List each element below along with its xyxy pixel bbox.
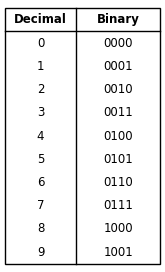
Text: 1: 1 xyxy=(37,60,44,73)
Text: 0111: 0111 xyxy=(103,199,133,212)
Text: 0001: 0001 xyxy=(103,60,133,73)
Text: 4: 4 xyxy=(37,129,44,143)
Text: 0100: 0100 xyxy=(103,129,133,143)
Text: 0011: 0011 xyxy=(103,106,133,119)
Text: 2: 2 xyxy=(37,83,44,96)
Text: Decimal: Decimal xyxy=(14,13,67,26)
Text: 6: 6 xyxy=(37,176,44,189)
Text: 0010: 0010 xyxy=(103,83,133,96)
Text: 9: 9 xyxy=(37,246,44,259)
Text: 1001: 1001 xyxy=(103,246,133,259)
Text: Binary: Binary xyxy=(97,13,140,26)
Text: 5: 5 xyxy=(37,153,44,166)
Text: 7: 7 xyxy=(37,199,44,212)
Text: 3: 3 xyxy=(37,106,44,119)
Text: 0000: 0000 xyxy=(103,36,133,50)
Text: 0101: 0101 xyxy=(103,153,133,166)
Text: 0: 0 xyxy=(37,36,44,50)
Text: 1000: 1000 xyxy=(103,222,133,236)
Text: 8: 8 xyxy=(37,222,44,236)
Text: 0110: 0110 xyxy=(103,176,133,189)
